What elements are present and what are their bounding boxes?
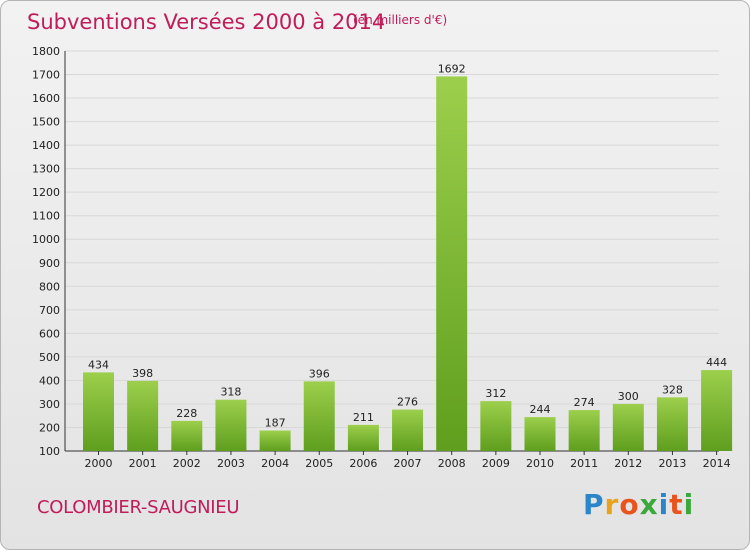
y-tick-label: 1400 — [32, 139, 60, 152]
bar — [215, 399, 247, 451]
x-tick-label: 2000 — [85, 457, 113, 470]
y-tick-label: 1000 — [32, 233, 60, 246]
x-tick-label: 2004 — [261, 457, 289, 470]
x-tick-label: 2005 — [305, 457, 333, 470]
bar-value-label: 318 — [220, 386, 241, 399]
bar — [436, 76, 468, 451]
bar-value-label: 434 — [88, 358, 109, 371]
bar-value-label: 312 — [485, 387, 506, 400]
chart-title: Subventions Versées 2000 à 2014 — [27, 10, 386, 34]
bar-value-label: 300 — [618, 390, 639, 403]
x-tick-label: 2014 — [703, 457, 731, 470]
bar — [127, 380, 159, 451]
logo-letter: P — [583, 488, 605, 521]
logo-letter: t — [669, 488, 684, 521]
y-tick-label: 1700 — [32, 69, 60, 82]
y-tick-label: 300 — [39, 398, 60, 411]
bar-value-label: 211 — [353, 411, 374, 424]
bar — [392, 409, 424, 451]
x-tick-label: 2008 — [438, 457, 466, 470]
x-tick-label: 2003 — [217, 457, 245, 470]
chart-unit-note: (en milliers d'€) — [353, 13, 448, 27]
y-tick-label: 1800 — [32, 45, 60, 58]
bar — [480, 401, 512, 451]
x-tick-label: 2007 — [394, 457, 422, 470]
y-tick-label: 800 — [39, 280, 60, 293]
logo-letter: o — [619, 488, 640, 521]
x-tick-label: 2009 — [482, 457, 510, 470]
bar — [347, 424, 379, 451]
y-tick-label: 1100 — [32, 210, 60, 223]
y-tick-label: 100 — [39, 445, 60, 458]
bar-value-label: 398 — [132, 367, 153, 380]
y-tick-label: 500 — [39, 351, 60, 364]
x-tick-label: 2011 — [570, 457, 598, 470]
y-tick-label: 200 — [39, 421, 60, 434]
x-tick-label: 2001 — [129, 457, 157, 470]
y-tick-label: 1200 — [32, 186, 60, 199]
bar — [612, 403, 644, 451]
y-tick-label: 400 — [39, 374, 60, 387]
y-tick-label: 600 — [39, 327, 60, 340]
bar — [701, 370, 733, 451]
y-tick-label: 1600 — [32, 92, 60, 105]
bar — [259, 430, 291, 451]
bar — [83, 372, 114, 451]
y-tick-label: 1300 — [32, 163, 60, 176]
bar-value-label: 444 — [706, 356, 727, 369]
bar-value-label: 244 — [530, 403, 551, 416]
bar — [171, 420, 203, 451]
bar-value-label: 187 — [265, 417, 286, 430]
bar-value-label: 274 — [574, 396, 595, 409]
bar-value-label: 1692 — [438, 62, 466, 75]
x-tick-label: 2013 — [658, 457, 686, 470]
bar — [524, 417, 556, 451]
bar — [568, 410, 600, 451]
x-tick-label: 2010 — [526, 457, 554, 470]
bar-value-label: 276 — [397, 396, 418, 409]
bar-value-label: 228 — [176, 407, 197, 420]
bar — [656, 397, 688, 451]
bar-value-label: 396 — [309, 367, 330, 380]
x-tick-label: 2012 — [614, 457, 642, 470]
y-tick-label: 700 — [39, 304, 60, 317]
proxiti-logo: Proxiti — [583, 488, 694, 521]
logo-letter: x — [639, 488, 659, 521]
y-tick-label: 900 — [39, 257, 60, 270]
logo-letter: i — [658, 488, 670, 521]
logo-letter: i — [683, 488, 695, 521]
commune-name: COLOMBIER-SAUGNIEU — [37, 497, 240, 518]
y-tick-label: 1500 — [32, 116, 60, 129]
bar-value-label: 328 — [662, 383, 683, 396]
bar — [303, 381, 335, 451]
logo-letter: r — [604, 488, 620, 521]
x-tick-label: 2006 — [349, 457, 377, 470]
x-tick-label: 2002 — [173, 457, 201, 470]
